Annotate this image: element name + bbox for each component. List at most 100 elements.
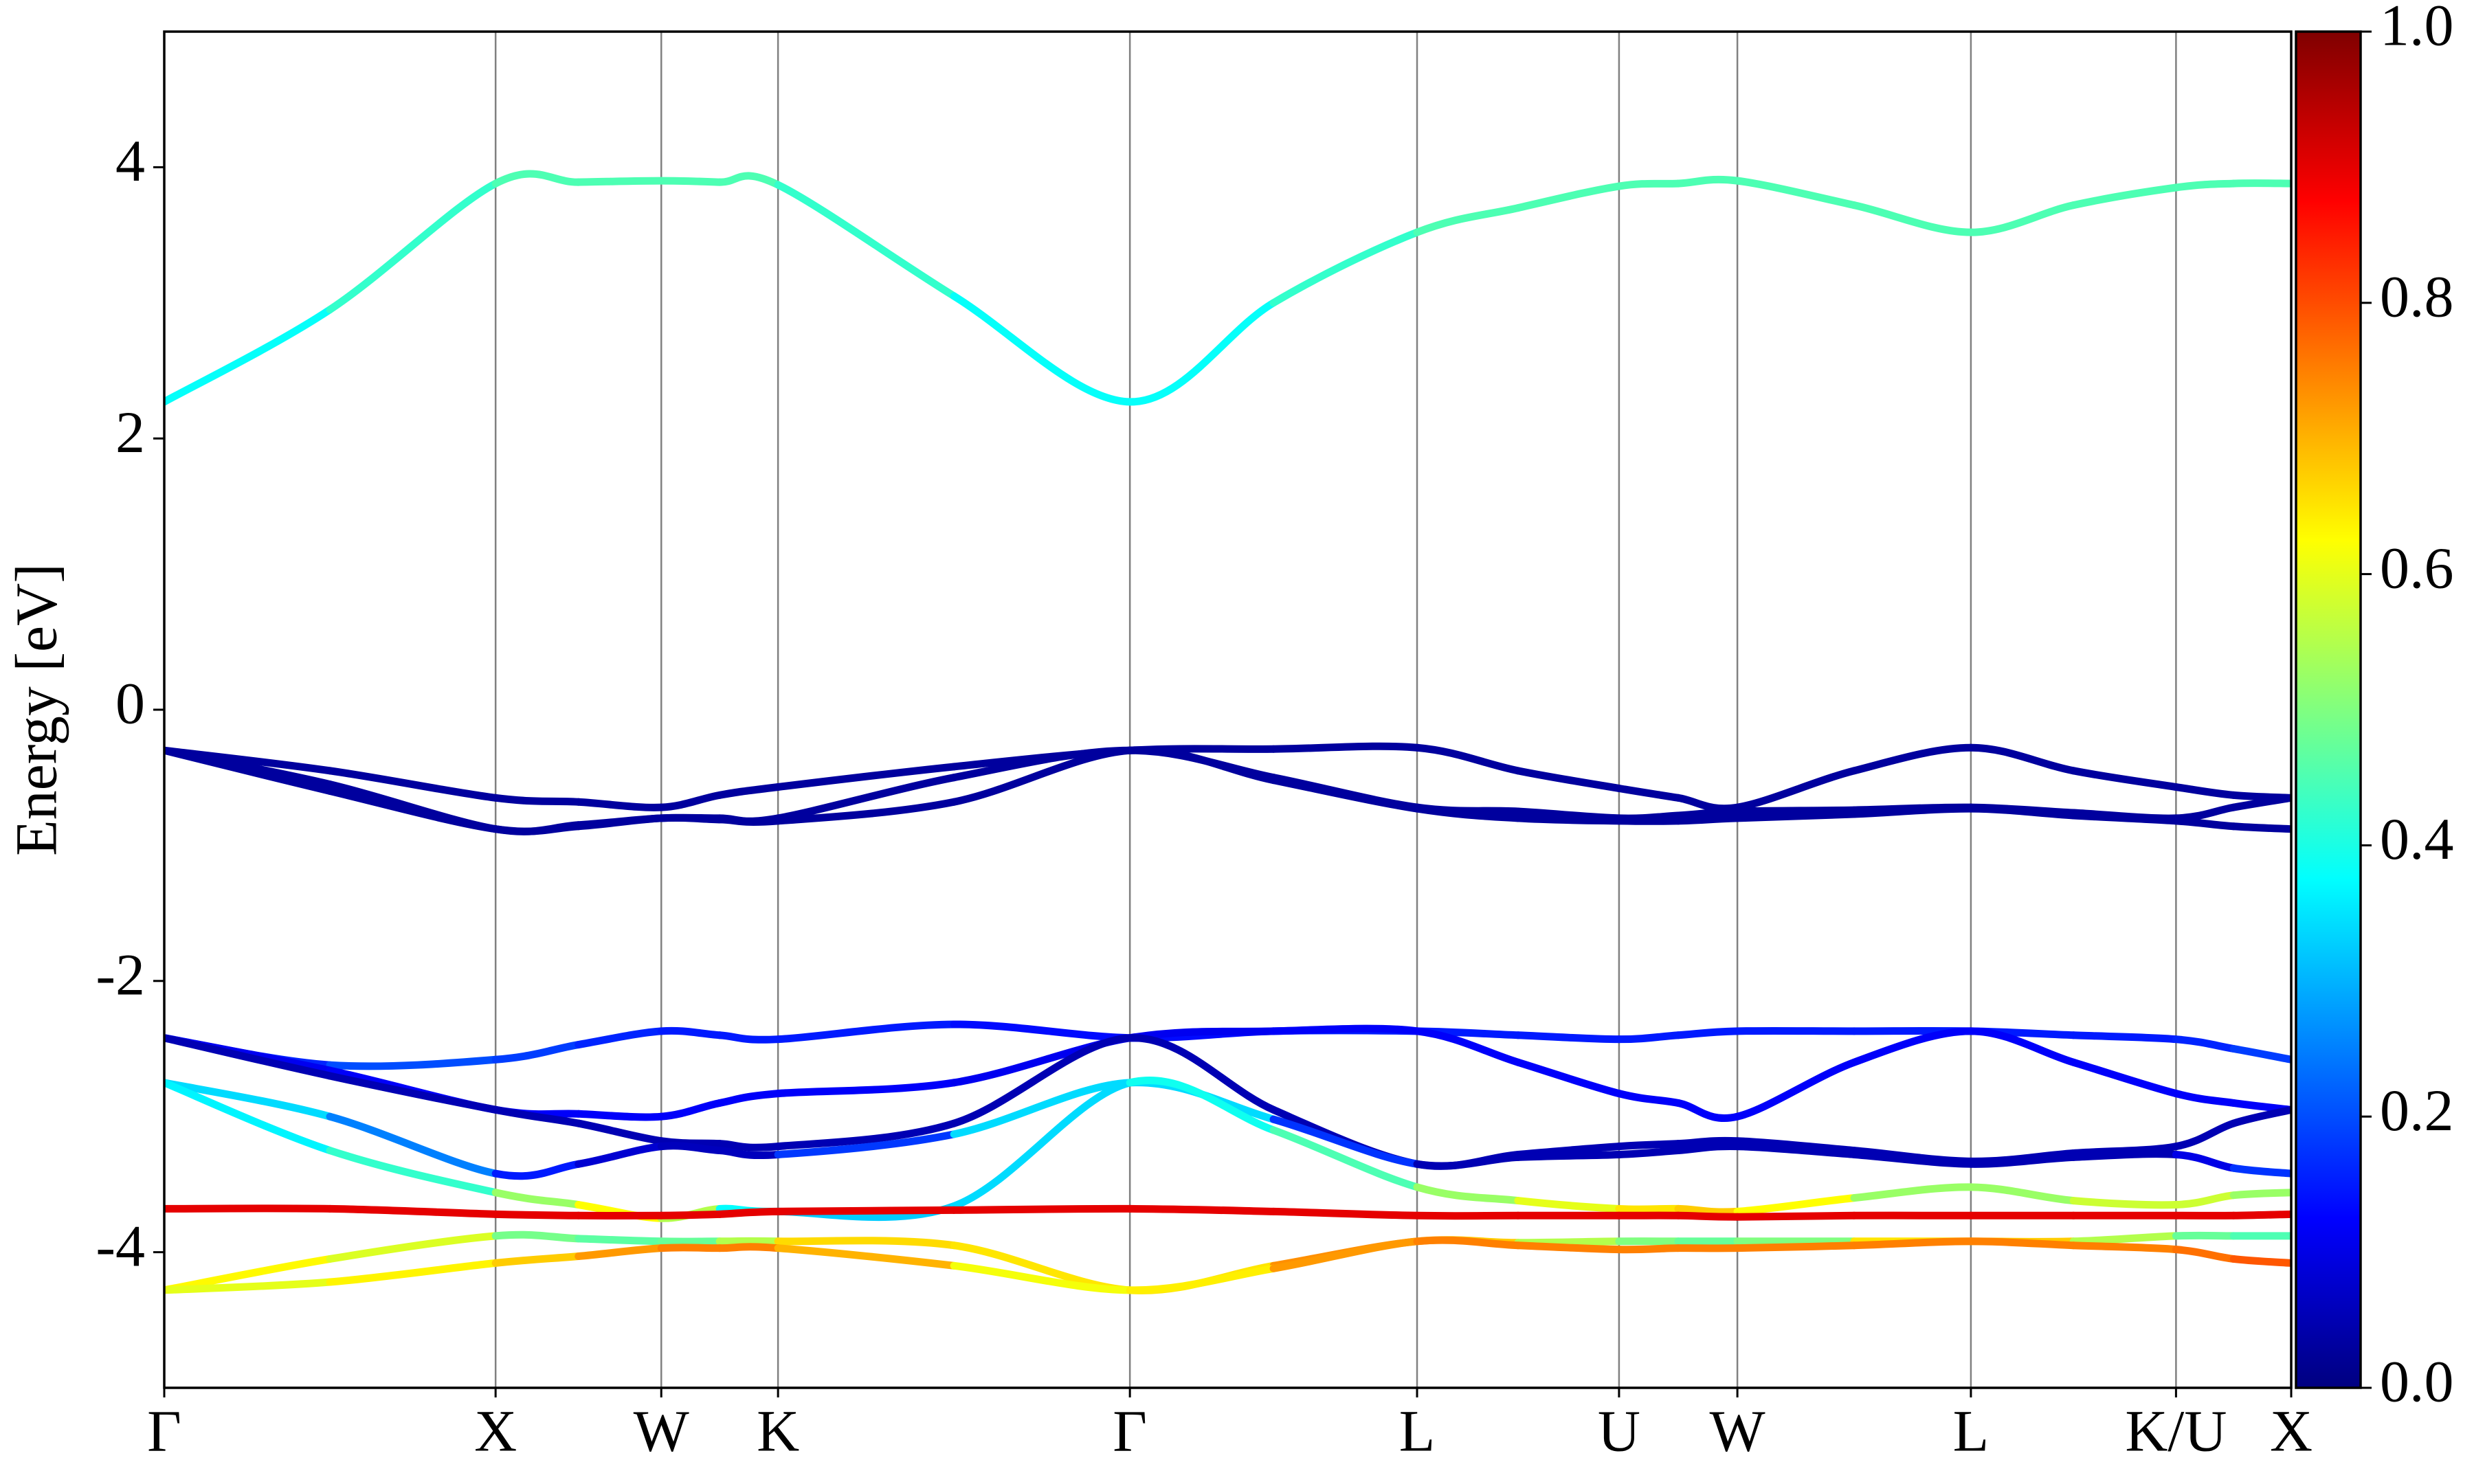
y-tick-label: 2 (115, 399, 145, 465)
band-segment (491, 1041, 583, 1064)
band-segment (950, 1034, 1134, 1127)
band-segment (1733, 1194, 1858, 1215)
band-segment (1269, 228, 1421, 307)
band-segment (657, 1026, 724, 1039)
band-segment (774, 1020, 958, 1044)
band-segment (950, 1079, 1134, 1210)
band-segment (2172, 1191, 2238, 1209)
band-segment (2172, 1119, 2238, 1151)
band-segment (1514, 1197, 1623, 1213)
band-segment (1615, 1031, 1682, 1044)
band-segment (950, 1020, 1134, 1042)
x-tick-label: L (1953, 1398, 1990, 1464)
band-segment (1967, 805, 2077, 820)
band-segment (1615, 1090, 1682, 1107)
band-segment (1413, 805, 1522, 822)
band-segment (1850, 743, 1975, 775)
band-segment (1413, 743, 1522, 775)
band-segment (1514, 767, 1623, 792)
colorbar-tick-label: 0.0 (2380, 1349, 2454, 1415)
band-segment (774, 1206, 958, 1215)
band-segment (1674, 807, 1741, 820)
band-segment (2069, 1143, 2180, 1157)
band-segment (950, 1079, 1134, 1138)
colorbar-tick-label: 0.8 (2380, 264, 2454, 330)
band-segment (1733, 1137, 1858, 1155)
band-segment (491, 1160, 583, 1180)
band-segment (164, 1079, 334, 1155)
band-segment (1413, 1236, 1522, 1250)
band-segment (326, 1147, 500, 1197)
band-segment (2069, 1031, 2180, 1044)
band-segment (657, 1142, 724, 1155)
colorbar-tick-label: 0.6 (2380, 535, 2454, 600)
x-tick-label: K (757, 1398, 799, 1464)
band-segment (1733, 177, 1858, 210)
band-segment (1674, 1099, 1741, 1123)
colorbar-tick-label: 1.0 (2380, 0, 2454, 58)
band-segment (2172, 1231, 2238, 1240)
band-segment (1674, 1211, 1741, 1221)
band-segment (326, 787, 500, 833)
band-segment (1615, 784, 1682, 802)
band-segment (491, 1252, 583, 1267)
band-segment (1126, 1027, 1278, 1042)
band-segment (1269, 1126, 1421, 1191)
y-tick-label: -2 (96, 942, 145, 1008)
band-segment (774, 1119, 958, 1151)
band-segment (326, 767, 500, 802)
band-segment (657, 1210, 724, 1219)
y-tick-label: 4 (115, 128, 145, 194)
x-tick-label: W (1710, 1398, 1765, 1464)
band-segment (575, 1027, 665, 1049)
colorbar (2295, 30, 2362, 1389)
band-segment (1674, 1204, 1741, 1216)
band-segment (657, 1137, 724, 1148)
band-segment (1413, 204, 1522, 236)
band-segment (575, 814, 665, 831)
band-segment (575, 1235, 665, 1246)
band-segment (1733, 810, 1858, 822)
band-segment (1514, 1031, 1623, 1044)
band-segment (1514, 1058, 1623, 1098)
x-tick-label: L (1399, 1398, 1436, 1464)
band-segment (715, 1207, 782, 1218)
band-segment (2069, 1241, 2180, 1254)
band-segment (950, 746, 1134, 806)
bands (164, 170, 2291, 1294)
band-segment (1269, 742, 1421, 753)
band-segment (715, 1031, 782, 1044)
band-segment (1413, 1153, 1522, 1170)
band-segment (2229, 794, 2291, 811)
band-segment (575, 1110, 665, 1121)
band-segment (1514, 182, 1623, 212)
band-segment (1850, 1027, 1975, 1066)
band-segment (774, 1244, 958, 1270)
band-segment (1615, 1147, 1682, 1158)
band-segment (1615, 1204, 1682, 1213)
band-segment (715, 1147, 782, 1160)
band-segment (1674, 794, 1741, 813)
band-segment (2172, 783, 2238, 799)
band-segment (1269, 1115, 1421, 1168)
band-segment (164, 1278, 334, 1294)
band-segment (491, 794, 583, 806)
band-segment (326, 1072, 500, 1114)
band-segment (2172, 1246, 2238, 1263)
band-segment (1126, 746, 1278, 785)
band-segment (1733, 1143, 1858, 1158)
band-segment (2172, 817, 2238, 831)
band-segment (1674, 1027, 1741, 1039)
band-segment (2069, 1058, 2180, 1098)
band-segment (575, 1244, 665, 1261)
band-segment (1126, 1076, 1278, 1134)
band-segment (774, 798, 958, 825)
band-segment (1514, 1241, 1623, 1254)
band-segment (1967, 1027, 2077, 1066)
x-tick-label: Γ (147, 1398, 181, 1464)
band-segment (1850, 1183, 1975, 1202)
band-segment (950, 1261, 1134, 1294)
band-segment (2229, 1105, 2291, 1127)
